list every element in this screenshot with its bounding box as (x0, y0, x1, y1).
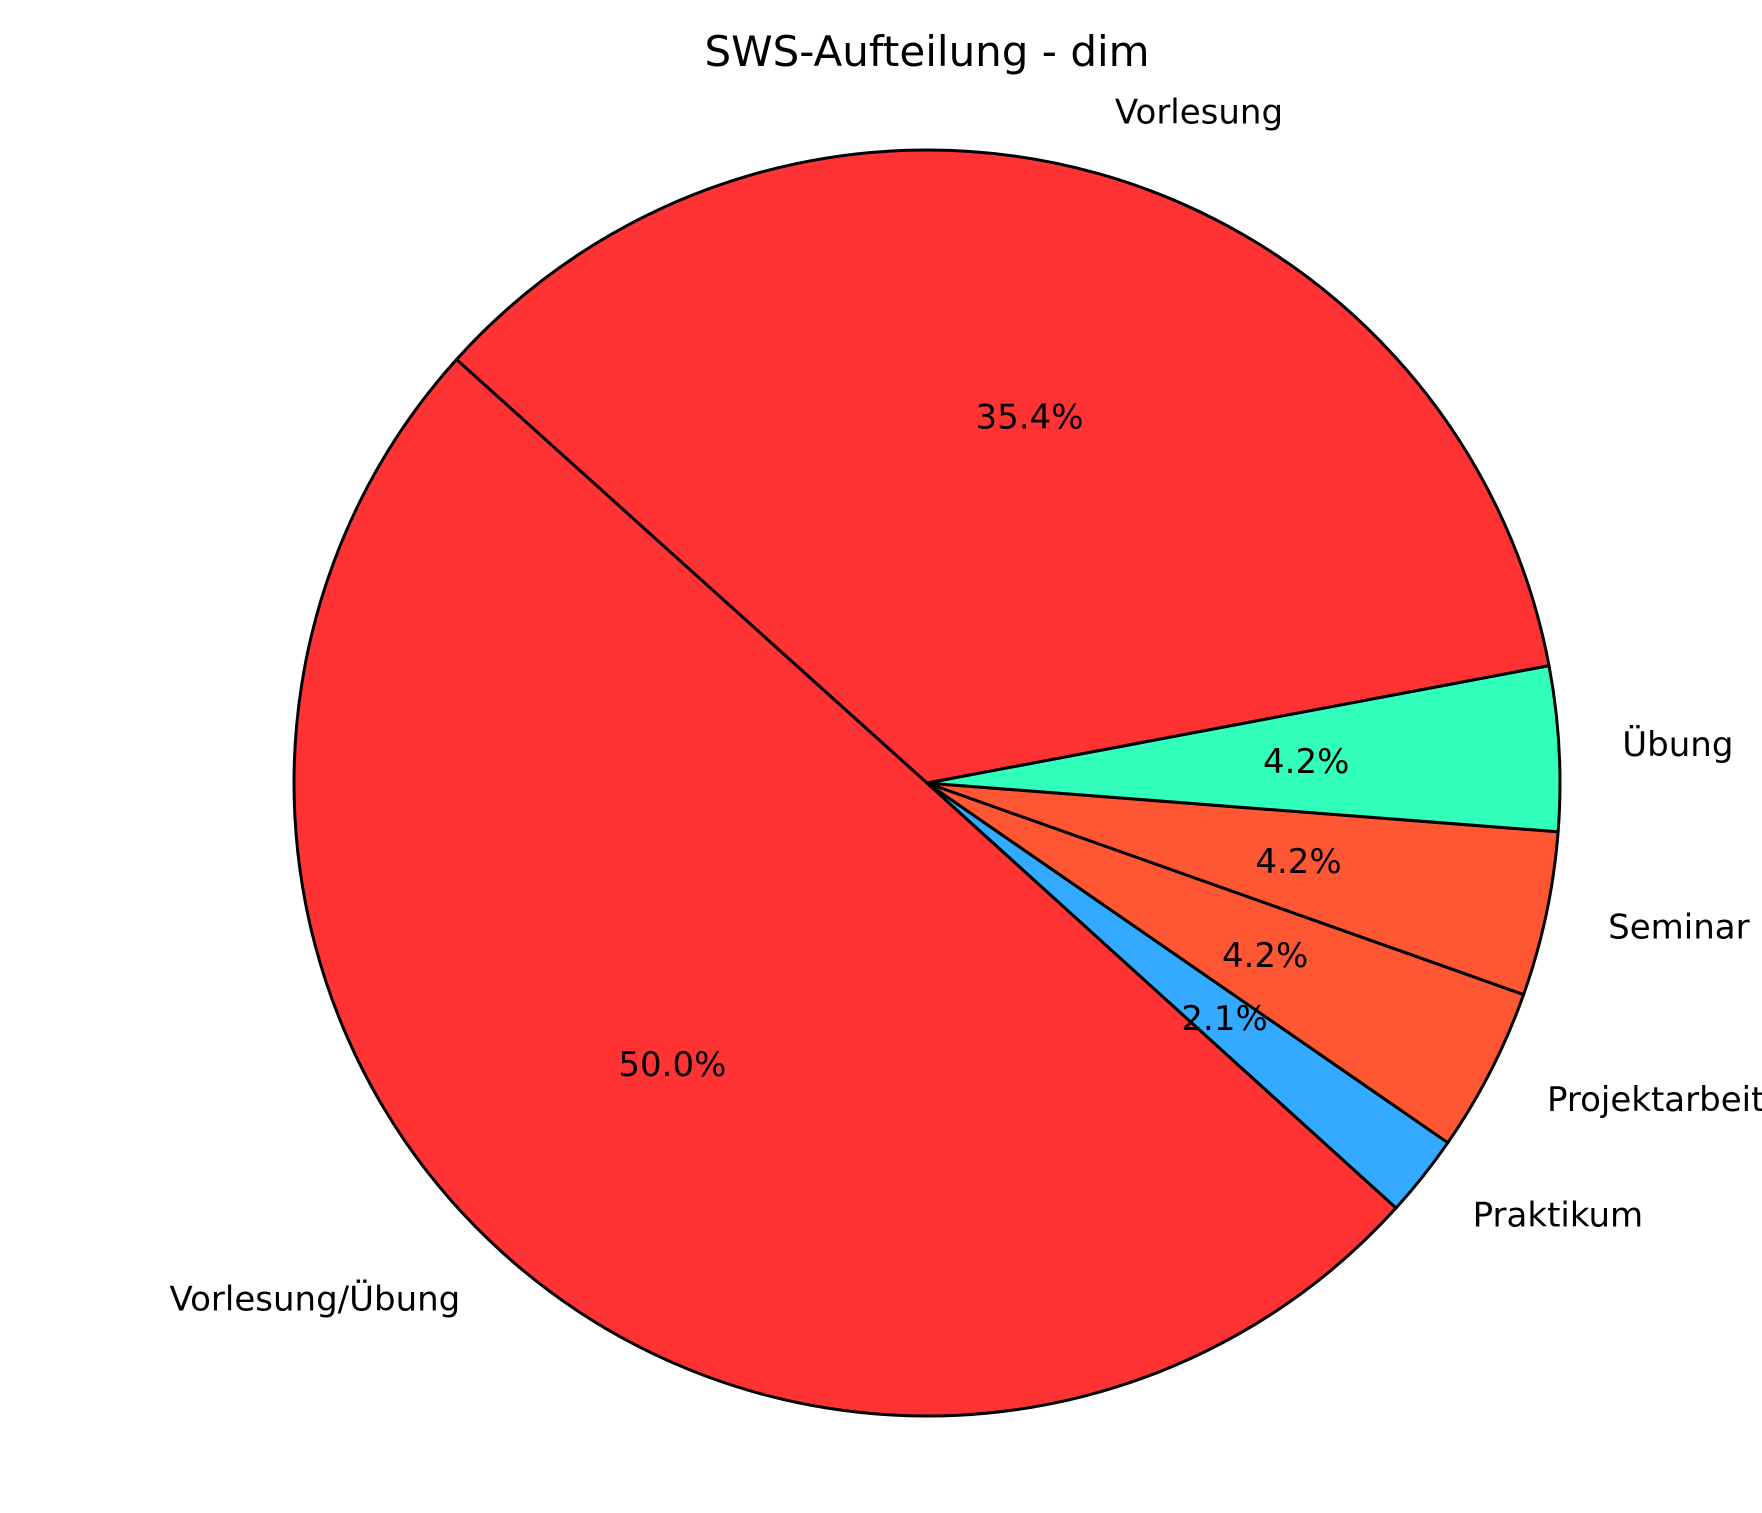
pie-slice-vorlesung-übung (292, 357, 1398, 1418)
pie-slices (292, 148, 1562, 1418)
category-label-praktikum: Praktikum (1473, 1196, 1644, 1236)
percent-label-praktikum: 2.1% (1181, 999, 1267, 1039)
percent-label-vorlesung-übung: 50.0% (618, 1045, 726, 1085)
category-label-vorlesung: Vorlesung (1115, 93, 1283, 133)
category-label-vorlesung-übung: Vorlesung/Übung (170, 1279, 461, 1320)
percent-label-vorlesung: 35.4% (975, 397, 1083, 437)
chart-title: SWS-Aufteilung - dim (704, 27, 1149, 76)
category-label-projektarbeit: Projektarbeit (1547, 1080, 1762, 1120)
percent-label-seminar: 4.2% (1255, 842, 1341, 882)
category-label-übung: Übung (1622, 724, 1733, 765)
percent-labels: 50.0% 2.1% 4.2% 4.2% 4.2% 35.4% (618, 397, 1349, 1085)
category-labels: Vorlesung/Übung Praktikum Projektarbeit Sem… (170, 93, 1762, 1320)
pie-slice-vorlesung (455, 148, 1551, 785)
category-label-seminar: Seminar (1608, 907, 1749, 947)
percent-label-projektarbeit: 4.2% (1222, 936, 1308, 976)
percent-label-übung: 4.2% (1263, 742, 1349, 782)
